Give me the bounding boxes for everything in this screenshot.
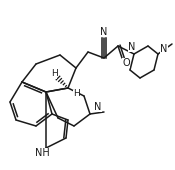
Text: N: N [160,44,168,54]
Text: N: N [128,42,136,52]
Text: N: N [100,27,108,37]
Text: N: N [94,102,102,112]
Text: NH: NH [35,148,49,158]
Text: H: H [73,89,79,98]
Text: O: O [122,58,130,68]
Text: H: H [51,70,57,79]
